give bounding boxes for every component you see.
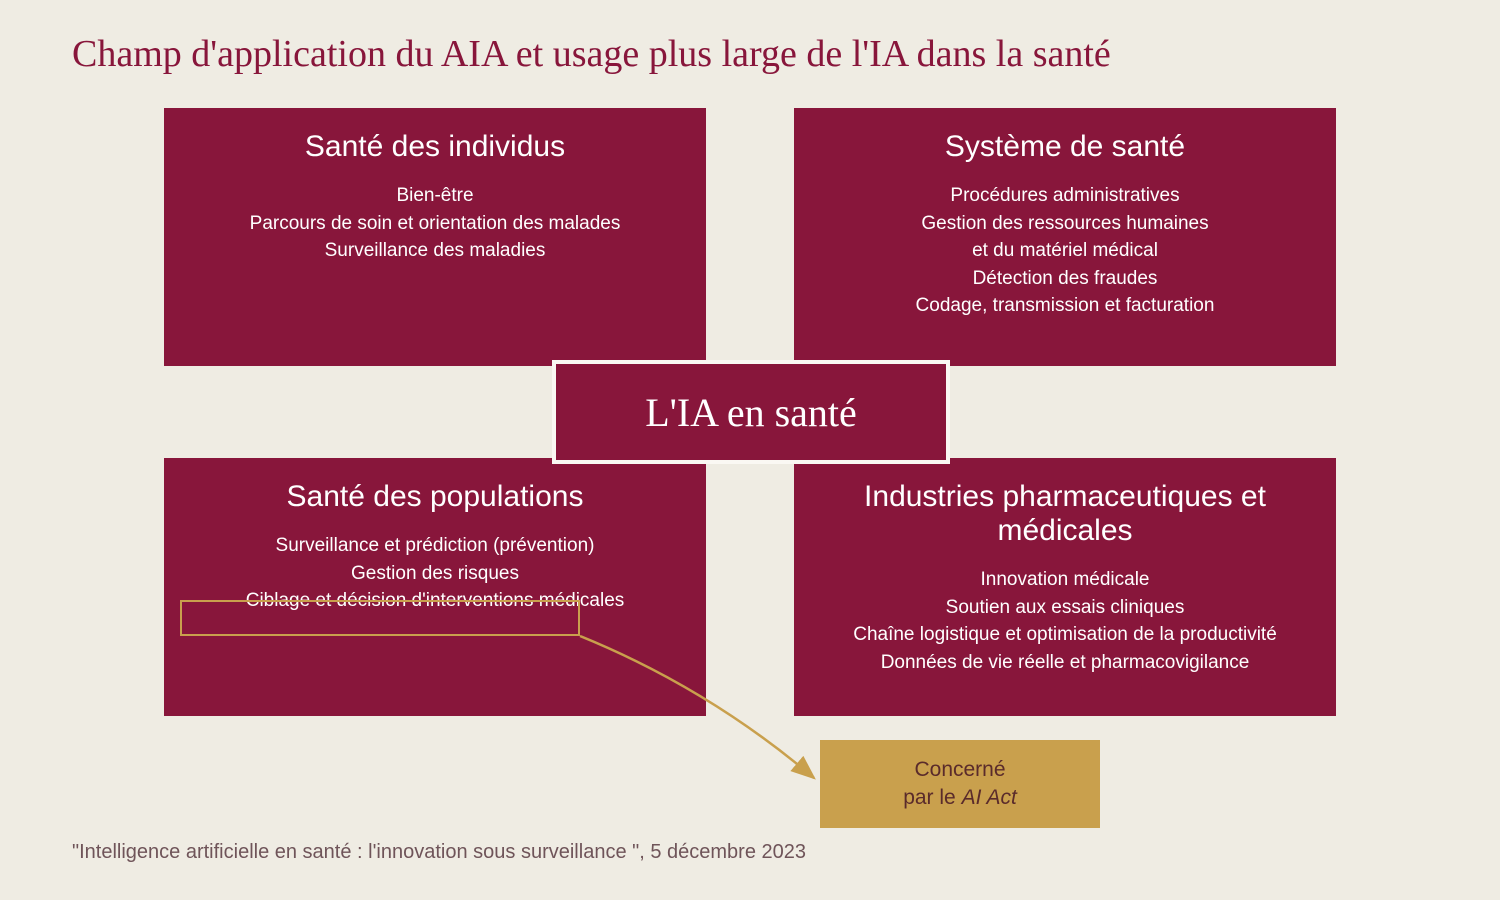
callout-line: par le AI Act [903, 784, 1017, 812]
card-heading: Système de santé [794, 130, 1336, 164]
card-population-health: Santé des populations Surveillance et pr… [164, 458, 706, 716]
card-body: Innovation médicaleSoutien aux essais cl… [794, 566, 1336, 676]
card-heading: Santé des individus [164, 130, 706, 164]
highlight-box [180, 600, 580, 636]
slide-title: Champ d'application du AIA et usage plus… [72, 32, 1111, 76]
card-individual-health: Santé des individus Bien-êtreParcours de… [164, 108, 706, 366]
ai-act-callout: Concerné par le AI Act [820, 740, 1100, 828]
center-text: L'IA en santé [645, 389, 857, 436]
card-pharma-industry: Industries pharmaceutiques et médicales … [794, 458, 1336, 716]
callout-em: AI Act [962, 786, 1017, 809]
footer-citation: "Intelligence artificielle en santé : l'… [72, 841, 806, 864]
card-heading: Industries pharmaceutiques et médicales [794, 480, 1336, 548]
card-body: Bien-êtreParcours de soin et orientation… [164, 182, 706, 265]
center-label: L'IA en santé [552, 360, 950, 464]
callout-prefix: par le [903, 786, 961, 809]
card-heading: Santé des populations [164, 480, 706, 514]
callout-line: Concerné [914, 756, 1005, 784]
card-body: Procédures administrativesGestion des re… [794, 182, 1336, 320]
card-health-system: Système de santé Procédures administrati… [794, 108, 1336, 366]
